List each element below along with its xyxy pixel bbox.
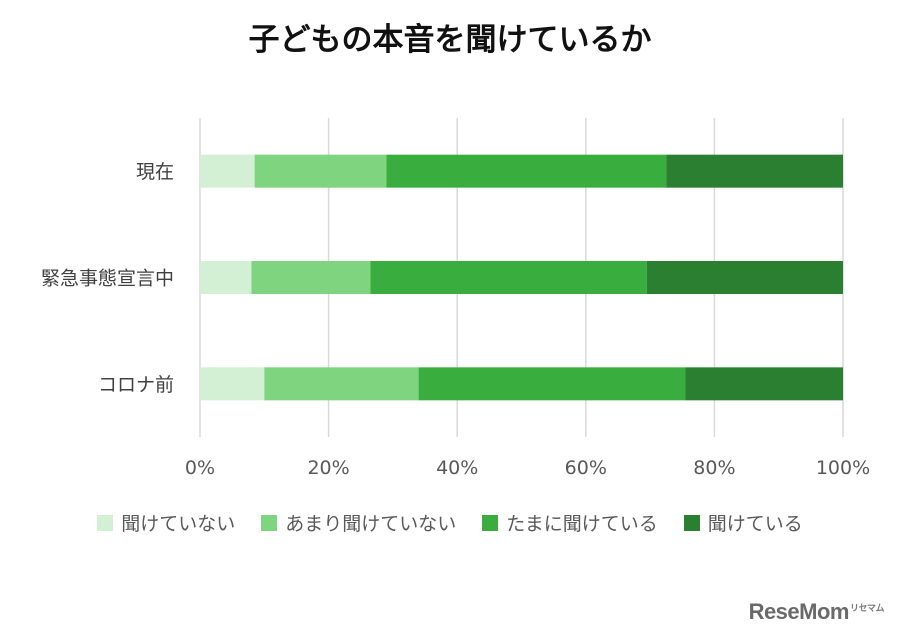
legend-item: 聞けていない [97, 509, 235, 536]
legend-item: たまに聞けている [482, 509, 658, 536]
logo-text: ReseMom [748, 599, 850, 624]
bars [200, 154, 843, 401]
bar-segment [200, 261, 252, 294]
legend: 聞けていない あまり聞けていない たまに聞けている 聞けている [0, 509, 900, 536]
legend-label: 聞けている [707, 513, 803, 535]
bar-segment [264, 367, 419, 401]
chart-title: 子どもの本音を聞けているか [248, 22, 652, 58]
legend-swatch [482, 514, 499, 531]
logo-accent: リセマム [849, 602, 885, 613]
x-tick-label: 60% [565, 457, 607, 479]
legend-label: 聞けていない [121, 513, 236, 535]
legend-swatch [683, 514, 700, 531]
bar-segment [386, 154, 667, 188]
resemom-logo: ReseMomリセマム [748, 599, 885, 625]
category-label: コロナ前 [98, 374, 174, 396]
bar-segment [251, 261, 371, 294]
category-label: 現在 [136, 161, 174, 183]
legend-item: 聞けている [683, 509, 803, 536]
bar-segment [418, 367, 686, 401]
x-tick-label: 40% [436, 457, 478, 479]
legend-label: あまり聞けていない [285, 513, 457, 535]
bar-segment [685, 367, 843, 401]
legend-item: あまり聞けていない [261, 509, 456, 536]
x-tick-label: 100% [816, 457, 870, 479]
x-tick-label: 80% [693, 457, 735, 479]
bar-segment [646, 261, 843, 294]
category-label: 緊急事態宣言中 [41, 268, 174, 290]
bar-segment [370, 261, 647, 294]
legend-swatch [261, 514, 278, 531]
x-tick-label: 0% [185, 457, 215, 479]
bar-segment [200, 367, 265, 401]
x-tick-label: 20% [307, 457, 349, 479]
legend-label: たまに聞けている [506, 513, 658, 535]
bar-segment [254, 154, 387, 188]
x-tick-labels: 0% 20% 40% 60% 80% 100% [185, 457, 870, 479]
bar-segment [200, 154, 255, 188]
bar-segment [666, 154, 843, 188]
legend-swatch [97, 514, 114, 531]
